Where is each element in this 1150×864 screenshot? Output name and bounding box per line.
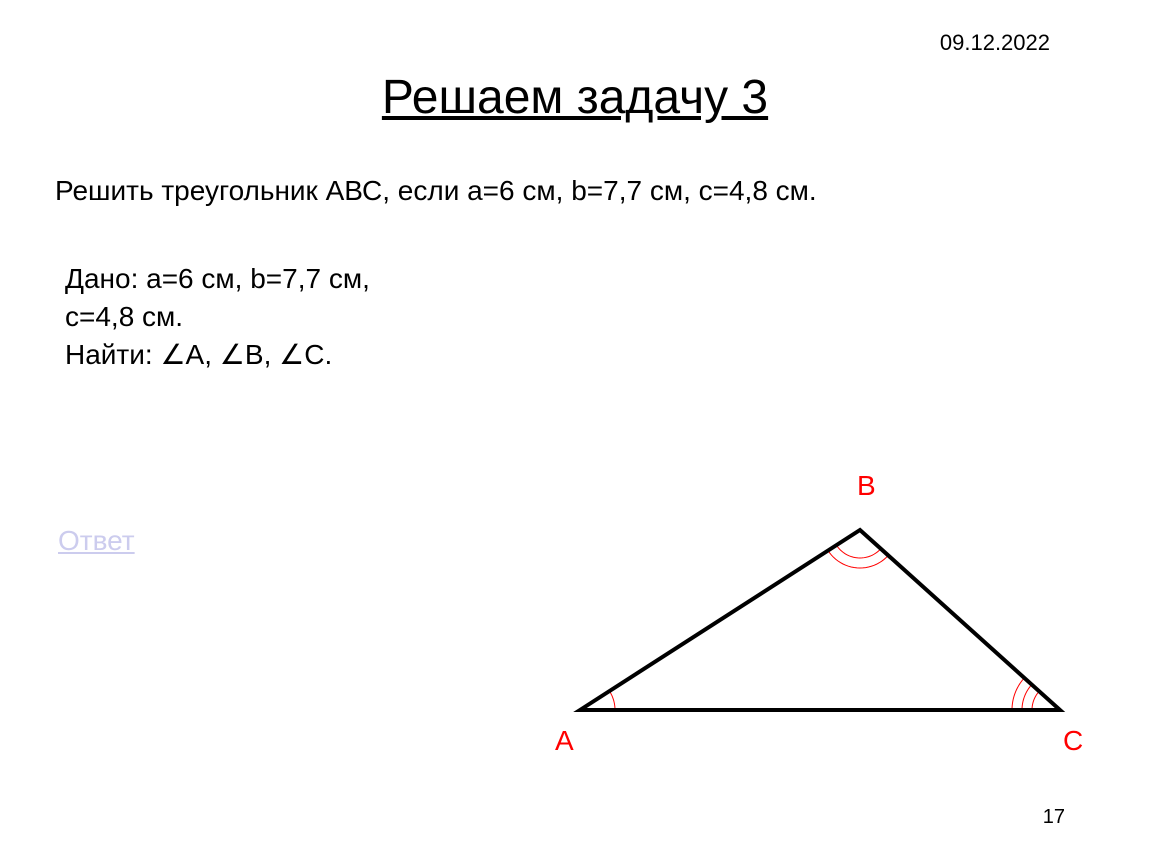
date-text: 09.12.2022 bbox=[940, 30, 1050, 56]
problem-statement: Решить треугольник АВС, если a=6 см, b=7… bbox=[55, 175, 817, 207]
svg-text:C: C bbox=[1063, 725, 1083, 756]
triangle-svg: A B C bbox=[530, 460, 1090, 770]
svg-text:A: A bbox=[555, 725, 574, 756]
given-block: Дано: a=6 см, b=7,7 см, c=4,8 см. Найти:… bbox=[65, 260, 370, 373]
given-line-2: c=4,8 см. bbox=[65, 298, 370, 336]
triangle-diagram: A B C bbox=[530, 460, 1090, 770]
svg-text:B: B bbox=[857, 470, 876, 501]
page-number: 17 bbox=[1043, 806, 1065, 829]
page-title: Решаем задачу 3 bbox=[382, 70, 768, 125]
given-line-1: Дано: a=6 см, b=7,7 см, bbox=[65, 260, 370, 298]
find-line: Найти: ∠A, ∠B, ∠C. bbox=[65, 336, 370, 374]
answer-link[interactable]: Ответ bbox=[58, 525, 135, 557]
